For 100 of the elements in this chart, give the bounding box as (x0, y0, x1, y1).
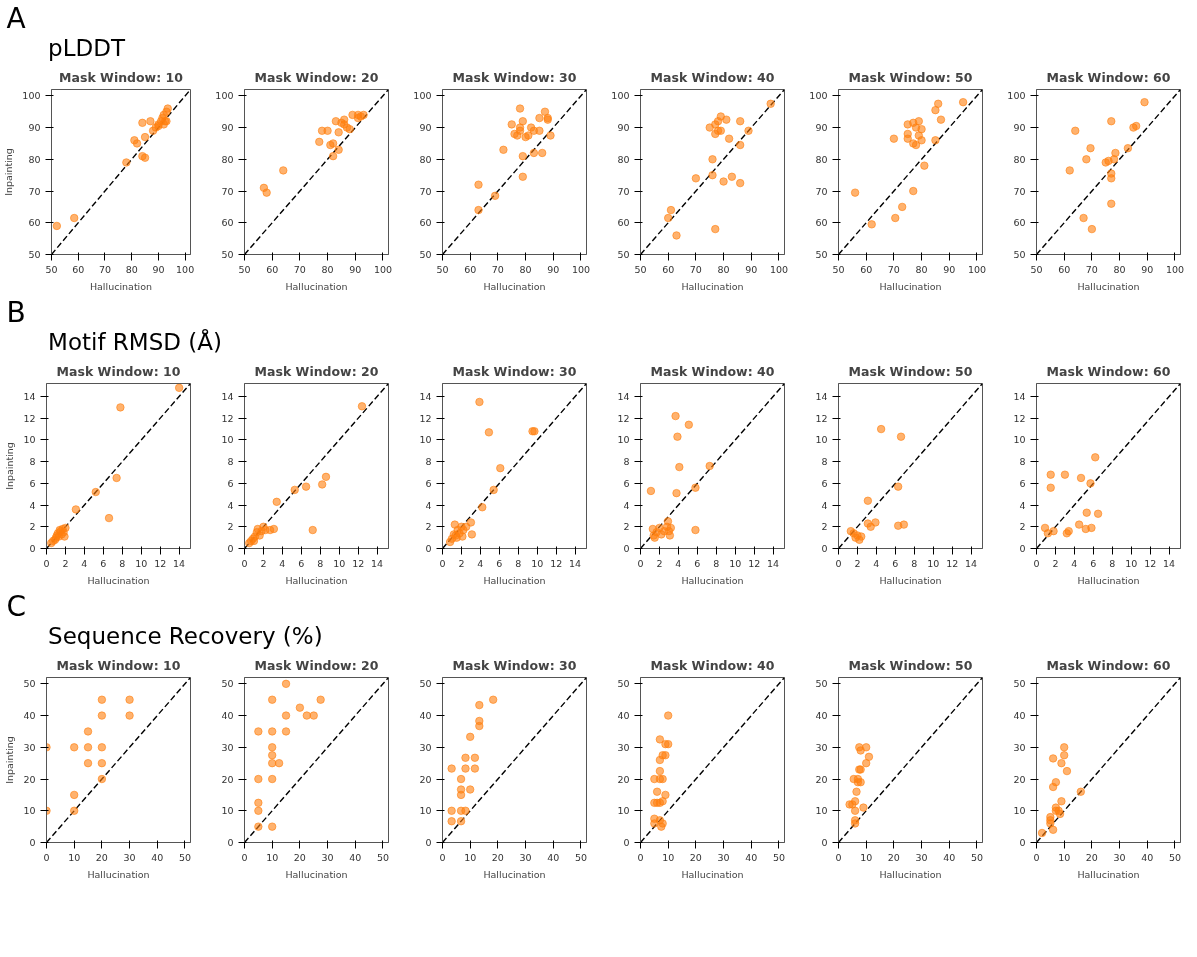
text: Motif RMSD (Å) (48, 328, 222, 356)
x-axis-title: Hallucination (285, 868, 348, 880)
x-tick-label: 8 (119, 557, 126, 569)
y-tick-label: 50 (617, 678, 630, 690)
y-tick-label: 40 (23, 710, 36, 722)
y-tick-label: 8 (623, 456, 630, 468)
y-tick-label: 10 (419, 434, 432, 446)
chart-title: Mask Window: 20 (254, 69, 379, 85)
x-tick-label: 70 (689, 263, 702, 275)
point (507, 120, 516, 129)
y-tick-label: 10 (617, 434, 630, 446)
x-tick-label: 90 (152, 263, 165, 275)
y-tick-label: 60 (1013, 217, 1026, 229)
point (317, 480, 327, 489)
y-tick-label: 20 (617, 773, 630, 785)
chart-title: Mask Window: 10 (56, 657, 181, 673)
point (140, 132, 150, 142)
y-tick-label: 12 (23, 412, 36, 424)
point (496, 463, 505, 473)
point (254, 822, 263, 831)
x-tick-label: 30 (1113, 851, 1126, 863)
point (456, 817, 466, 826)
x-tick-label: 60 (266, 263, 279, 275)
point (489, 485, 498, 495)
point (272, 497, 281, 507)
point (735, 178, 745, 188)
y-tick-label: 60 (617, 217, 630, 229)
point (267, 727, 277, 736)
x-tick-label: 30 (717, 851, 730, 863)
point (1059, 751, 1069, 760)
point (69, 806, 79, 816)
x-tick-label: 8 (515, 557, 522, 569)
point (1057, 797, 1066, 806)
x-tick-label: 10 (1058, 851, 1071, 863)
point (663, 213, 673, 223)
y-tick-label: 14 (1013, 391, 1026, 403)
point (1057, 758, 1066, 768)
x-tick-label: 60 (662, 263, 675, 275)
x-tick-label: 40 (943, 851, 956, 863)
x-tick-label: 90 (1141, 263, 1154, 275)
point (540, 107, 550, 116)
point (931, 105, 940, 115)
y-tick-label: 90 (419, 122, 432, 134)
y-tick-label: 2 (1019, 521, 1026, 533)
point (866, 522, 875, 532)
y-tick-label: 12 (617, 412, 630, 424)
y-tick-label: 0 (425, 543, 432, 554)
y-tick-label: 30 (815, 741, 828, 753)
y-axis-title: Inpainting (4, 736, 16, 784)
y-tick-label: 12 (1013, 412, 1026, 424)
y-tick-label: 14 (23, 391, 36, 403)
x-tick-label: 2 (854, 557, 861, 569)
point (254, 806, 263, 816)
y-tick-label: 60 (221, 217, 234, 229)
x-tick-label: 8 (713, 557, 720, 569)
point (488, 695, 498, 704)
x-tick-label: 0 (439, 557, 446, 569)
chart-title: Mask Window: 50 (848, 363, 973, 379)
y-tick-label: 20 (419, 773, 432, 785)
x-axis-title: Hallucination (681, 280, 744, 292)
x-tick-label: 6 (694, 557, 701, 569)
x-tick-label: 12 (550, 557, 563, 569)
y-tick-label: 90 (617, 122, 630, 134)
y-tick-label: 0 (623, 543, 630, 554)
y-tick-label: 50 (28, 249, 41, 260)
y-tick-label: 100 (809, 90, 828, 102)
x-axis-title: Hallucination (87, 868, 150, 880)
y-tick-label: 90 (221, 122, 234, 134)
point (83, 727, 93, 736)
x-tick-label: 50 (970, 851, 984, 863)
y-tick-label: 8 (425, 456, 432, 468)
x-tick-label: 12 (154, 557, 167, 569)
y-tick-label: 80 (221, 153, 234, 165)
point (891, 213, 900, 223)
point (1111, 148, 1120, 158)
point (279, 166, 288, 175)
x-tick-label: 50 (436, 263, 449, 275)
point (917, 136, 926, 145)
point (897, 202, 907, 212)
point (537, 148, 547, 158)
x-tick-label: 40 (151, 851, 164, 863)
point (867, 220, 876, 229)
y-tick-label: 50 (419, 249, 432, 260)
point (871, 518, 880, 527)
point (535, 113, 544, 123)
point (1082, 155, 1091, 164)
point (671, 411, 680, 421)
point (466, 518, 476, 527)
point (691, 525, 700, 535)
x-tick-label: 0 (1033, 557, 1040, 569)
point (1107, 174, 1116, 183)
point (735, 140, 745, 150)
point (267, 774, 277, 784)
point (744, 126, 753, 135)
x-tick-label: 14 (965, 557, 978, 569)
point (69, 213, 79, 223)
point (1065, 166, 1074, 175)
point (269, 524, 279, 534)
x-axis-title: Hallucination (681, 868, 744, 880)
y-tick-label: 4 (821, 499, 828, 511)
